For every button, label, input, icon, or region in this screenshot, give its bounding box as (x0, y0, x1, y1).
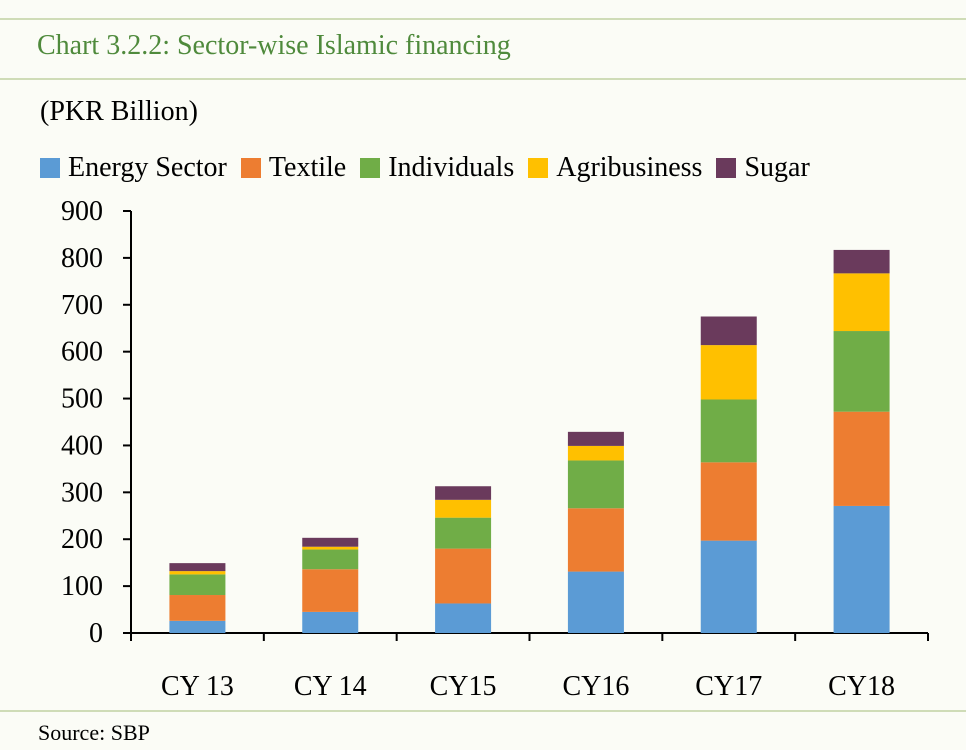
unit-label: (PKR Billion) (40, 96, 198, 127)
bar-segment (833, 273, 890, 332)
x-tick-label: CY 13 (161, 671, 234, 702)
bar-segment (302, 537, 359, 547)
bar-segment (435, 486, 492, 500)
legend-label: Individuals (388, 152, 515, 183)
bar-segment (169, 620, 226, 633)
legend-label: Energy Sector (68, 152, 227, 183)
bar-segment (700, 316, 757, 346)
bar-segment (700, 540, 757, 633)
bar-segment (169, 595, 226, 621)
x-tick-label: CY16 (562, 671, 629, 702)
chart-title: Chart 3.2.2: Sector-wise Islamic financi… (37, 30, 511, 61)
x-tick-label: CY 14 (294, 671, 367, 702)
bar-segment (567, 431, 624, 446)
y-tick-label: 200 (61, 524, 103, 555)
bar-segment (169, 571, 226, 575)
bar-segment (435, 499, 492, 518)
bar-segment (169, 574, 226, 596)
source-note: Source: SBP (38, 720, 150, 745)
legend-item: Sugar (716, 152, 810, 184)
legend-item: Textile (240, 152, 347, 184)
legend-label: Sugar (744, 152, 810, 183)
bar-segment (700, 399, 757, 463)
legend-swatch (528, 158, 549, 178)
bar-chart: 0 100 200 300 400 500 600 700 800 900 CY 13 CY 14 CY… (61, 196, 929, 702)
bar-segment (302, 569, 359, 612)
y-tick-label: 700 (61, 290, 103, 321)
bar-segment (833, 411, 890, 506)
bar-segment (302, 546, 359, 550)
x-tick-label: CY18 (828, 671, 895, 702)
legend-label: Agribusiness (556, 152, 703, 183)
y-tick-label: 900 (61, 196, 103, 227)
y-tick-label: 600 (61, 337, 103, 368)
legend-item: Agribusiness (528, 152, 702, 184)
x-tick-label: CY17 (695, 671, 762, 702)
chart-legend: Energy Sector Textile Individuals Agribusin… (40, 148, 810, 188)
bar-segment (833, 505, 890, 633)
bar-segment (567, 460, 624, 509)
legend-swatch (360, 158, 381, 178)
bar-segment (567, 571, 624, 633)
legend-swatch (716, 158, 737, 178)
bar-segment (567, 445, 624, 461)
y-tick-label: 400 (61, 430, 103, 461)
y-tick-label: 500 (61, 384, 103, 415)
legend-label: Textile (268, 152, 347, 183)
legend-swatch (240, 158, 261, 178)
bar-segment (302, 611, 359, 633)
legend-item: Energy Sector (40, 152, 227, 184)
title-bar: Chart 3.2.2: Sector-wise Islamic financi… (0, 18, 966, 80)
y-tick-label: 100 (61, 571, 103, 602)
footer-divider (0, 710, 966, 712)
bar-segment (435, 548, 492, 604)
bar-segment (302, 549, 359, 570)
bar-segment (700, 462, 757, 541)
bar-segment (567, 508, 624, 572)
bar-segment (435, 517, 492, 549)
bar-segment (169, 563, 226, 572)
legend-swatch (40, 158, 60, 178)
y-tick-label: 300 (61, 477, 103, 508)
bar-segment (700, 345, 757, 400)
x-tick-label: CY15 (430, 671, 497, 702)
legend-item: Individuals (360, 152, 514, 184)
bar-segment (833, 331, 890, 412)
bar-segment (435, 603, 492, 633)
bar-segment (833, 249, 890, 274)
y-tick-label: 800 (61, 243, 103, 274)
y-tick-label: 0 (89, 618, 103, 649)
